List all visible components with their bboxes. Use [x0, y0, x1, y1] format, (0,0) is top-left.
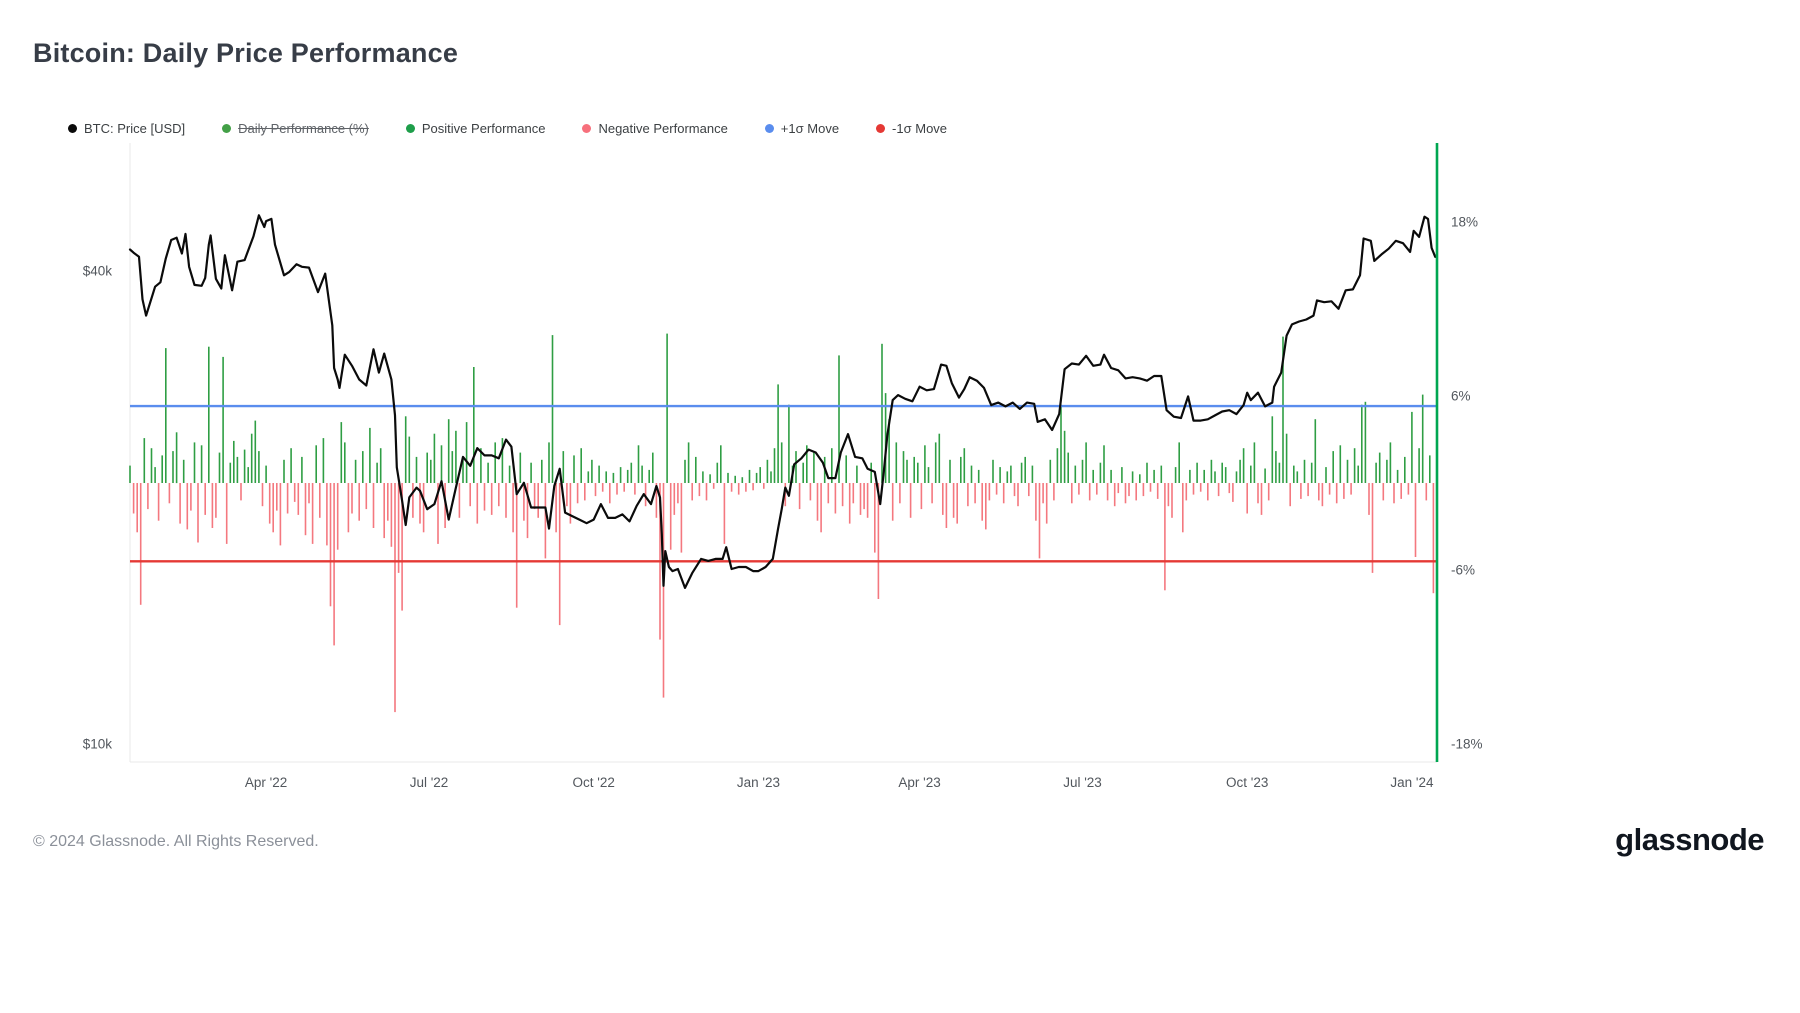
- price-tick-label: $10k: [83, 736, 113, 751]
- x-tick-label: Jul '22: [410, 775, 449, 790]
- legend-item-1-move[interactable]: -1σ Move: [876, 121, 947, 136]
- x-tick-label: Apr '22: [245, 775, 287, 790]
- legend-label: -1σ Move: [892, 121, 948, 136]
- percent-tick-label: -18%: [1451, 737, 1483, 752]
- legend-item-daily-performance[interactable]: Daily Performance (%): [222, 121, 369, 136]
- x-tick-label: Jan '23: [737, 775, 780, 790]
- legend-label: Daily Performance (%): [238, 121, 369, 136]
- x-tick-label: Oct '23: [1226, 775, 1268, 790]
- btc-price-line: [128, 214, 1437, 589]
- legend-dot: [582, 124, 592, 133]
- legend-dot: [68, 124, 77, 133]
- performance-bars: [129, 333, 1435, 713]
- percent-tick-label: 18%: [1451, 215, 1478, 230]
- legend-label: +1σ Move: [780, 121, 840, 136]
- price-tick-label: $40k: [83, 264, 113, 279]
- legend-label: Negative Performance: [598, 121, 728, 136]
- glassnode-logo: glassnode: [1615, 822, 1764, 857]
- legend-label: Positive Performance: [421, 121, 546, 136]
- legend-item-btc-price-usd[interactable]: BTC: Price [USD]: [68, 121, 185, 136]
- percent-tick-label: -6%: [1451, 563, 1475, 578]
- x-tick-label: Jul '23: [1063, 775, 1102, 790]
- x-tick-label: Jan '24: [1390, 775, 1434, 790]
- legend-item-1-move[interactable]: +1σ Move: [764, 121, 840, 136]
- legend-dot: [764, 124, 774, 133]
- legend-label: BTC: Price [USD]: [84, 121, 186, 136]
- x-tick-label: Apr '23: [898, 775, 940, 790]
- legend-dot: [222, 124, 232, 133]
- legend-dot: [405, 124, 415, 133]
- percent-tick-label: 6%: [1451, 389, 1471, 404]
- legend-item-negative-performance[interactable]: Negative Performance: [582, 121, 728, 136]
- copyright-text: © 2024 Glassnode. All Rights Reserved.: [33, 833, 319, 850]
- x-tick-label: Oct '22: [573, 775, 615, 790]
- legend-item-positive-performance[interactable]: Positive Performance: [405, 121, 546, 136]
- legend: BTC: Price [USD] Daily Performance (%) Pos…: [68, 121, 947, 136]
- legend-dot: [876, 124, 886, 133]
- chart-title: Bitcoin: Daily Price Performance: [33, 38, 459, 68]
